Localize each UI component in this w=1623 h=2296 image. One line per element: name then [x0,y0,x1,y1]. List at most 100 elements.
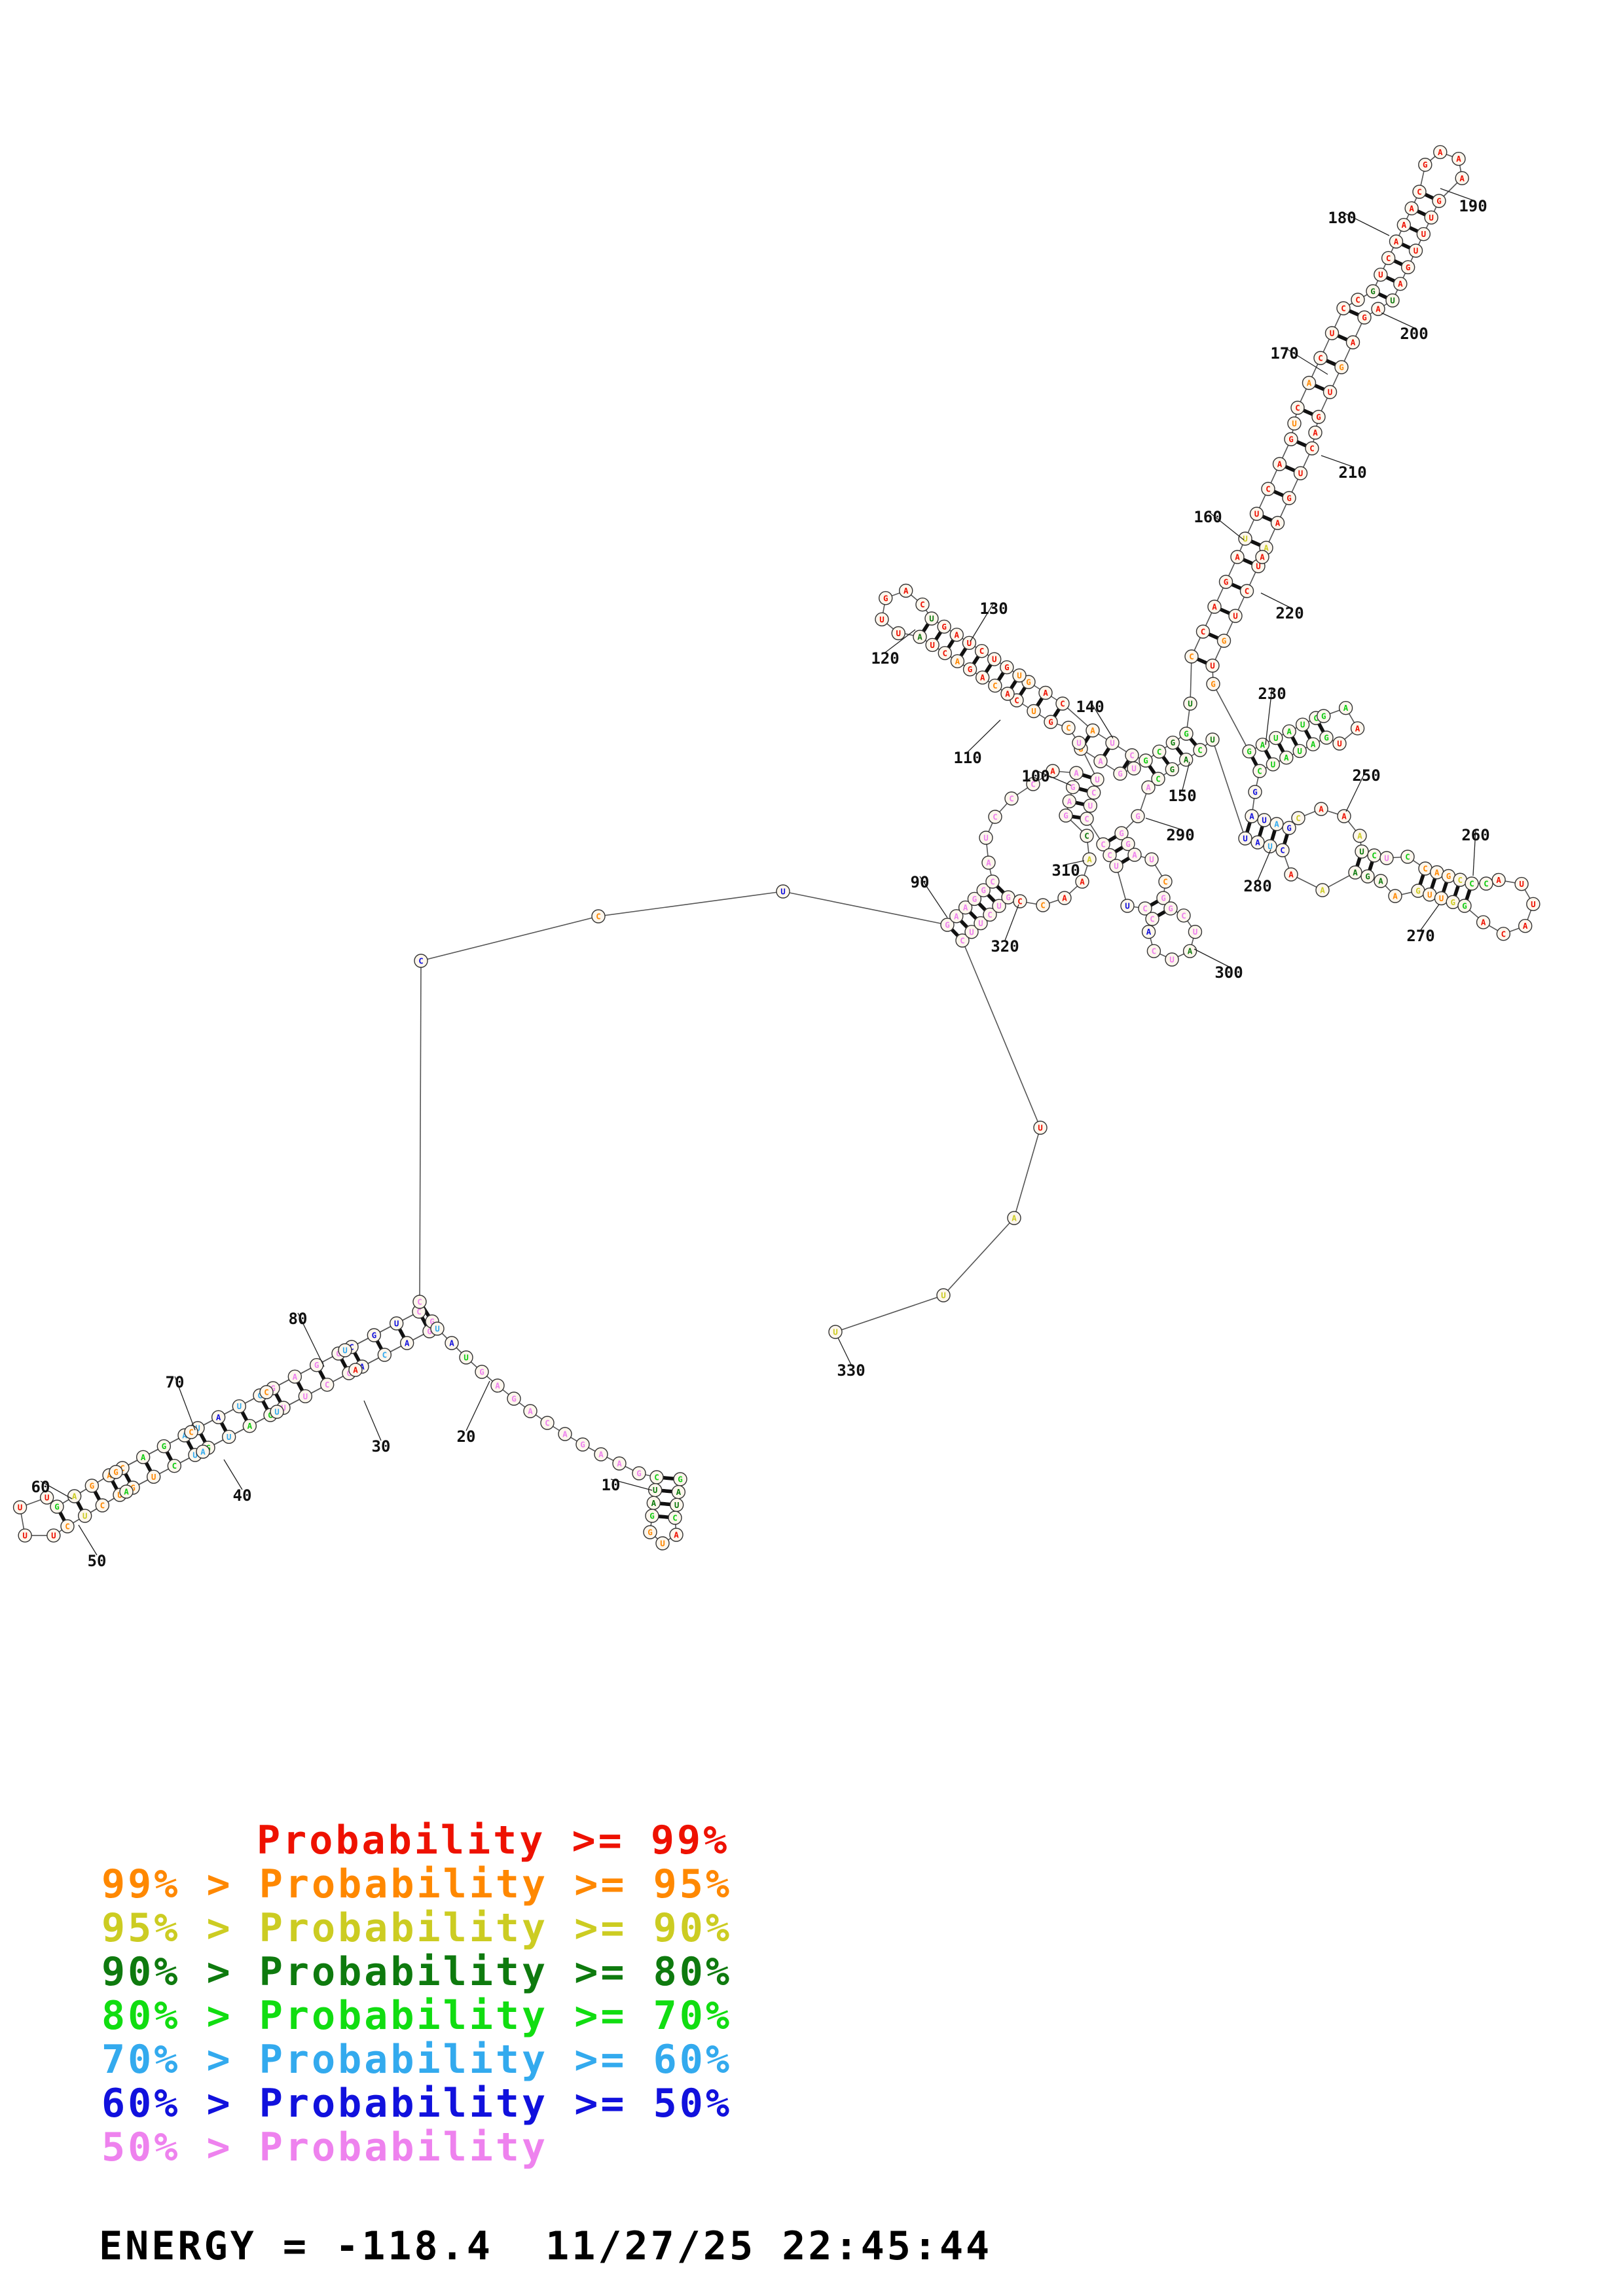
nucleotide-letter: G [1370,287,1376,296]
nucleotide [1282,724,1296,739]
nucleotide [1412,185,1427,199]
nucleotide-letter: U [1131,764,1137,774]
nucleotide-letter: A [617,1459,622,1469]
nucleotide [1206,677,1220,691]
nucleotide-letter: A [1351,338,1356,348]
nucleotide [1205,658,1220,673]
backbone-line [78,1524,98,1556]
nucleotide [1269,730,1283,745]
nucleotide-letter: U [192,1450,198,1460]
position-label: 20 [457,1427,476,1446]
nucleotide-letter: U [1088,801,1093,811]
nucleotide-letter: A [1184,755,1189,764]
position-label: 120 [871,649,899,668]
nucleotide [1012,668,1027,683]
nucleotide-letter: C [1457,875,1463,885]
nucleotide [1205,732,1220,747]
nucleotide-letter: U [1384,853,1389,863]
nucleotide [523,1404,538,1418]
nucleotide-letter: A [1235,552,1240,562]
nucleotide-letter: U [1378,270,1383,279]
nucleotide [475,1365,489,1379]
nucleotide [1165,735,1180,750]
nucleotide [1228,609,1243,623]
nucleotide-letter: A [598,1450,604,1460]
nucleotide-letter: G [1446,871,1451,881]
nucleotide-letter: A [1188,946,1193,956]
nucleotide-letter: A [1523,921,1528,931]
nucleotide [298,1389,313,1404]
nucleotide-letter: U [1413,246,1419,256]
nucleotide [1284,432,1298,446]
nucleotide [1033,1121,1048,1135]
nucleotide-letter: U [274,1407,280,1417]
nucleotide [1345,335,1360,350]
nucleotide-letter: G [1161,893,1166,903]
nucleotide-letter: U [195,1424,200,1433]
nucleotide [1388,889,1402,903]
backbone-line [1145,817,1181,830]
nucleotide-letter: C [1030,780,1036,789]
nucleotide [669,1528,684,1542]
nucleotide-letter: C [1423,864,1428,874]
nucleotide-letter: A [1255,838,1260,848]
nucleotide-letter: A [1067,797,1072,806]
position-label: 30 [372,1437,391,1456]
position-label: 180 [1328,209,1356,227]
backbone-line [1050,721,1098,780]
nucleotide-letter: C [1101,840,1106,850]
backbone-line [1065,772,1077,816]
nucleotide [1337,809,1351,823]
nucleotide-letter: G [1450,897,1455,907]
nucleotide [1000,660,1014,675]
nucleotide-letter: A [986,858,991,868]
nucleotide-letter: C [1084,831,1089,841]
nucleotide-letter: A [963,903,968,912]
nucleotide-letter: A [1398,279,1403,289]
energy-text: ENERGY = -118.4 11/27/25 22:45:44 [99,2223,992,2269]
nucleotide [988,678,1002,693]
nucleotide-letter: C [1189,652,1194,662]
nucleotide-letter: G [1286,493,1292,503]
backbone-line [967,719,1001,753]
nucleotide [1080,812,1094,826]
nucleotide [1293,466,1308,480]
nucleotide-letter: U [237,1401,242,1411]
nucleotide-letter: G [1184,729,1189,739]
nucleotide [1165,952,1179,967]
nucleotide [938,646,952,660]
nucleotide-letter: A [1260,740,1266,749]
nucleotide [1261,482,1275,496]
nucleotide [1151,772,1165,786]
nucleotide-letter: U [1243,834,1248,844]
nucleotide-letter: G [1135,812,1140,821]
nucleotide [1230,550,1245,564]
nucleotide-letter: U [51,1531,56,1541]
nucleotide [1131,809,1145,823]
nucleotide-letter: A [72,1492,77,1501]
nucleotide-letter: A [1286,726,1292,736]
backbone-line [351,1311,420,1348]
nucleotide [1317,709,1331,723]
nucleotide [1371,302,1385,316]
nucleotide-letter: G [1171,738,1176,747]
nucleotide-letter: U [18,1503,23,1513]
nucleotide-letter: C [672,1513,678,1523]
nucleotide [1374,874,1388,888]
nucleotide-letter: A [141,1452,146,1462]
nucleotide-letter: U [929,614,934,624]
position-label: 260 [1461,826,1489,844]
nucleotide [1526,897,1541,912]
nucleotide [612,1456,627,1471]
nucleotide-letter: A [1343,703,1349,713]
probability-legend: Probability >= 99% 99% > Probability >= … [101,1818,729,2170]
nucleotide [1424,210,1438,225]
nucleotide-letter: U [660,1539,665,1549]
nucleotide [964,925,979,939]
position-label: 50 [88,1552,107,1570]
backbone-line [1425,151,1463,179]
nucleotide [445,1336,459,1350]
nucleotide-letter: U [992,655,997,664]
backbone-line [1345,769,1367,812]
nucleotide [988,810,1002,824]
